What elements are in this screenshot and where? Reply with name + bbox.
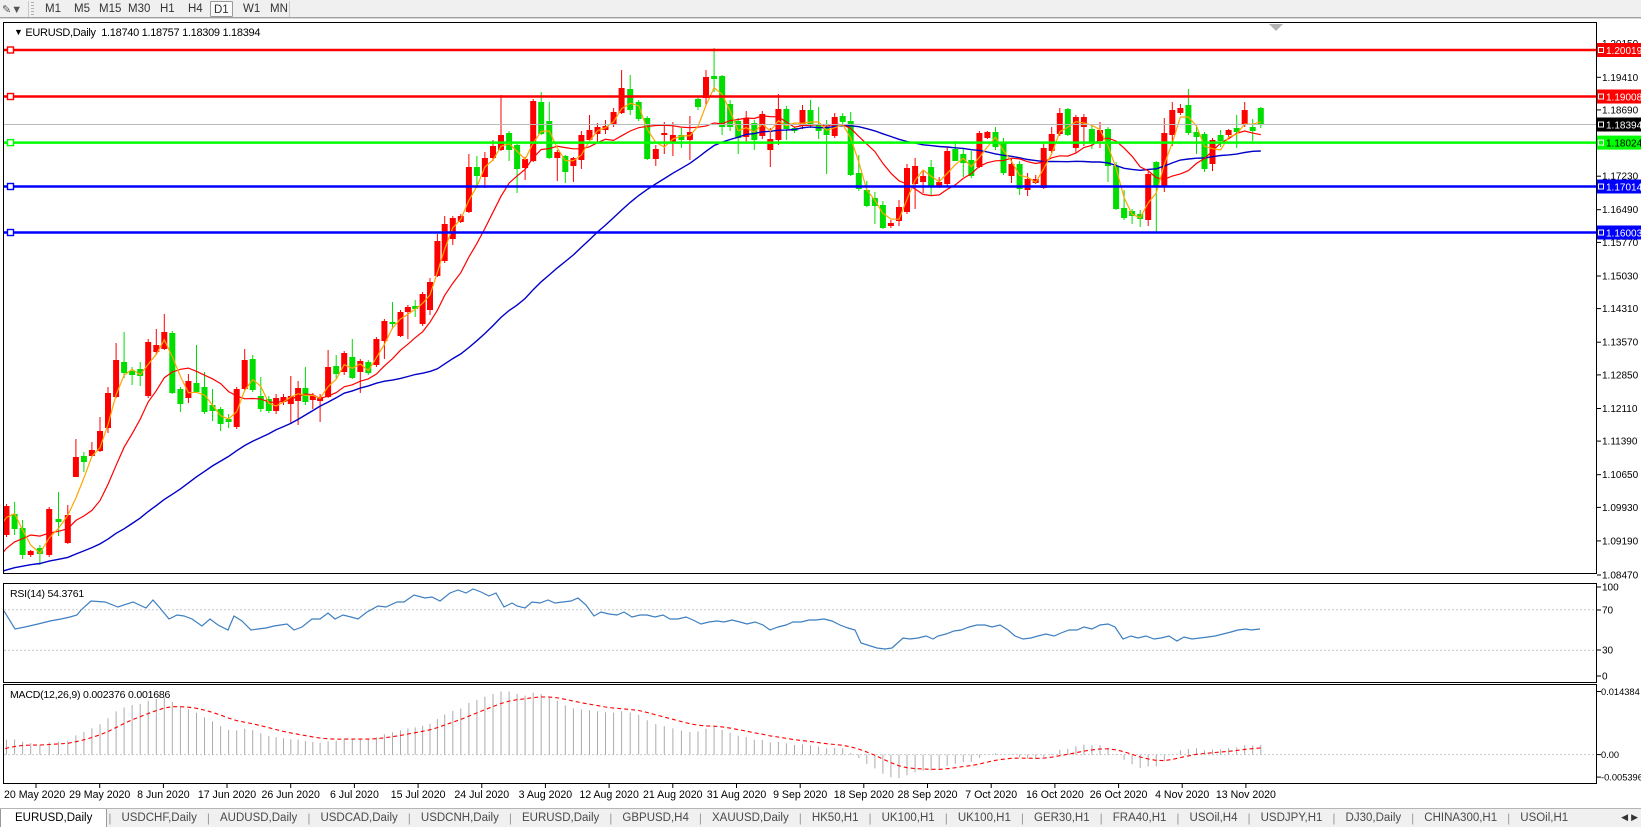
svg-text:-0.005396: -0.005396 — [1601, 773, 1641, 783]
svg-text:1.19410: 1.19410 — [1602, 73, 1639, 84]
svg-text:1.20019: 1.20019 — [1606, 46, 1641, 57]
svg-text:1.18690: 1.18690 — [1602, 105, 1639, 116]
svg-text:17 Jun 2020: 17 Jun 2020 — [198, 789, 256, 801]
svg-text:13 Nov 2020: 13 Nov 2020 — [1216, 789, 1276, 801]
svg-text:15 Jul 2020: 15 Jul 2020 — [391, 789, 446, 801]
svg-text:100: 100 — [1602, 583, 1619, 594]
svg-text:1.17014: 1.17014 — [1606, 183, 1641, 194]
svg-text:29 May 2020: 29 May 2020 — [69, 789, 130, 801]
svg-text:4 Nov 2020: 4 Nov 2020 — [1155, 789, 1209, 801]
svg-text:70: 70 — [1602, 606, 1614, 617]
svg-text:1.09930: 1.09930 — [1602, 503, 1639, 514]
svg-text:1.11390: 1.11390 — [1602, 437, 1638, 448]
svg-text:30: 30 — [1602, 646, 1614, 657]
svg-text:1.19008: 1.19008 — [1606, 93, 1641, 104]
svg-text:31 Aug 2020: 31 Aug 2020 — [707, 789, 767, 801]
svg-text:28 Sep 2020: 28 Sep 2020 — [897, 789, 957, 801]
svg-text:8 Jun 2020: 8 Jun 2020 — [137, 789, 190, 801]
svg-text:9 Sep 2020: 9 Sep 2020 — [773, 789, 827, 801]
svg-text:1.16003: 1.16003 — [1606, 229, 1641, 240]
svg-text:16 Oct 2020: 16 Oct 2020 — [1026, 789, 1084, 801]
svg-text:1.14310: 1.14310 — [1602, 304, 1639, 315]
svg-text:1.16490: 1.16490 — [1602, 205, 1639, 216]
svg-text:26 Jun 2020: 26 Jun 2020 — [262, 789, 320, 801]
svg-text:1.17230: 1.17230 — [1602, 172, 1639, 183]
svg-text:1.12850: 1.12850 — [1602, 370, 1639, 381]
svg-text:21 Aug 2020: 21 Aug 2020 — [643, 789, 703, 801]
svg-text:1.15030: 1.15030 — [1602, 272, 1639, 283]
svg-text:1.09190: 1.09190 — [1602, 536, 1639, 547]
svg-text:1.12110: 1.12110 — [1602, 404, 1638, 415]
svg-text:26 Oct 2020: 26 Oct 2020 — [1090, 789, 1148, 801]
svg-text:20 May 2020: 20 May 2020 — [4, 789, 65, 801]
svg-text:0: 0 — [1602, 672, 1608, 683]
svg-text:0.00: 0.00 — [1601, 750, 1619, 760]
svg-text:3 Aug 2020: 3 Aug 2020 — [519, 789, 573, 801]
svg-text:7 Oct 2020: 7 Oct 2020 — [965, 789, 1017, 801]
svg-text:0.014384: 0.014384 — [1601, 687, 1640, 697]
svg-text:1.15770: 1.15770 — [1602, 238, 1639, 249]
svg-text:1.13570: 1.13570 — [1602, 338, 1639, 349]
svg-text:1.18394: 1.18394 — [1606, 121, 1641, 132]
svg-text:1.08470: 1.08470 — [1602, 571, 1639, 582]
svg-text:18 Sep 2020: 18 Sep 2020 — [834, 789, 894, 801]
svg-text:24 Jul 2020: 24 Jul 2020 — [454, 789, 509, 801]
svg-text:12 Aug 2020: 12 Aug 2020 — [579, 789, 639, 801]
svg-text:1.18024: 1.18024 — [1606, 139, 1641, 150]
svg-text:1.10650: 1.10650 — [1602, 470, 1639, 481]
svg-text:6 Jul 2020: 6 Jul 2020 — [330, 789, 379, 801]
